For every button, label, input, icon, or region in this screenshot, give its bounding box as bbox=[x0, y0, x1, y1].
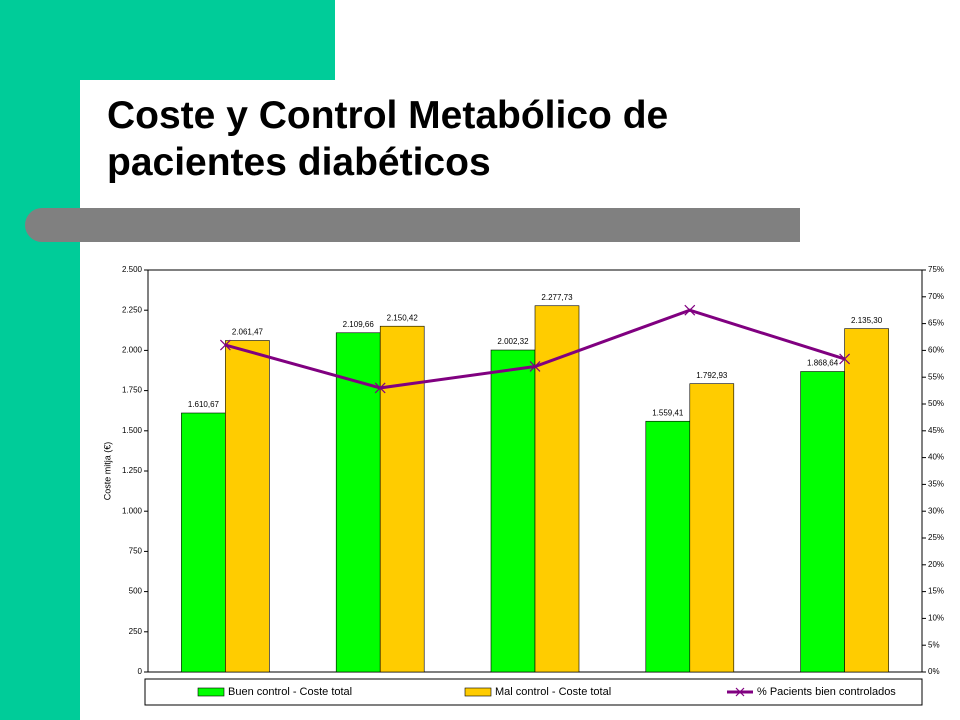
y-tick-label: 0 bbox=[138, 667, 143, 676]
side-band bbox=[0, 0, 80, 720]
y-tick-label: 250 bbox=[129, 627, 143, 636]
legend-swatch-marker bbox=[735, 687, 745, 697]
y2-tick-label: 45% bbox=[928, 426, 944, 435]
y2-tick-label: 15% bbox=[928, 587, 944, 596]
bar bbox=[181, 412, 226, 673]
y-tick-label: 1.500 bbox=[122, 426, 143, 435]
value-label: 1.792,93 bbox=[696, 371, 728, 380]
value-label: 2.109,66 bbox=[343, 320, 375, 329]
legend-swatch bbox=[464, 687, 492, 697]
value-label: 2.002,32 bbox=[497, 337, 529, 346]
top-band bbox=[0, 0, 335, 80]
legend-label: % Pacients bien controlados bbox=[757, 686, 896, 698]
bar bbox=[689, 383, 735, 673]
bar bbox=[534, 305, 580, 673]
bar bbox=[645, 420, 691, 673]
marker bbox=[839, 353, 851, 365]
y-tick-label: 500 bbox=[129, 587, 143, 596]
marker bbox=[529, 361, 541, 372]
y2-tick-label: 40% bbox=[928, 453, 944, 462]
marker bbox=[374, 382, 386, 394]
y2-tick-label: 50% bbox=[928, 399, 944, 408]
y2-tick-label: 65% bbox=[928, 319, 944, 328]
y-tick-label: 2.250 bbox=[122, 305, 143, 314]
value-label: 1.610,67 bbox=[188, 400, 220, 409]
y-axis-label: Coste mitja (€) bbox=[102, 442, 112, 501]
y2-tick-label: 5% bbox=[928, 640, 940, 649]
y2-tick-label: 35% bbox=[928, 480, 944, 489]
value-label: 2.061,47 bbox=[232, 328, 264, 337]
y2-tick-label: 60% bbox=[928, 346, 944, 355]
y2-tick-label: 20% bbox=[928, 560, 944, 569]
legend-label: Mal control - Coste total bbox=[495, 686, 611, 698]
marker bbox=[684, 304, 696, 316]
y2-tick-label: 75% bbox=[928, 265, 944, 274]
value-label: 2.277,73 bbox=[541, 293, 573, 302]
marker bbox=[219, 339, 231, 351]
bar bbox=[225, 340, 270, 673]
y2-tick-label: 25% bbox=[928, 533, 944, 542]
bar bbox=[844, 328, 889, 673]
y2-tick-label: 70% bbox=[928, 292, 944, 301]
slide-title: Coste y Control Metabólico de pacientes … bbox=[107, 94, 669, 184]
y-tick-label: 1.250 bbox=[122, 466, 143, 475]
bar bbox=[379, 325, 425, 673]
bar bbox=[800, 371, 845, 673]
divider bbox=[25, 208, 800, 242]
y2-tick-label: 0% bbox=[928, 667, 940, 676]
bar bbox=[490, 349, 536, 673]
legend bbox=[144, 678, 923, 706]
y-tick-label: 1.000 bbox=[122, 506, 143, 515]
value-label: 2.135,30 bbox=[851, 316, 883, 325]
y2-tick-label: 30% bbox=[928, 506, 944, 515]
legend-label: Buen control - Coste total bbox=[228, 686, 352, 698]
y-tick-label: 1.750 bbox=[122, 386, 143, 395]
y-tick-label: 2.000 bbox=[122, 346, 143, 355]
y2-tick-label: 10% bbox=[928, 614, 944, 623]
legend-swatch bbox=[197, 687, 225, 697]
bar bbox=[335, 332, 381, 673]
y-tick-label: 2.500 bbox=[122, 265, 143, 274]
y-tick-label: 750 bbox=[129, 547, 143, 556]
value-label: 2.150,42 bbox=[387, 313, 419, 322]
value-label: 1.559,41 bbox=[652, 408, 684, 417]
value-label: 1.868,64 bbox=[807, 359, 839, 368]
y2-tick-label: 55% bbox=[928, 372, 944, 381]
